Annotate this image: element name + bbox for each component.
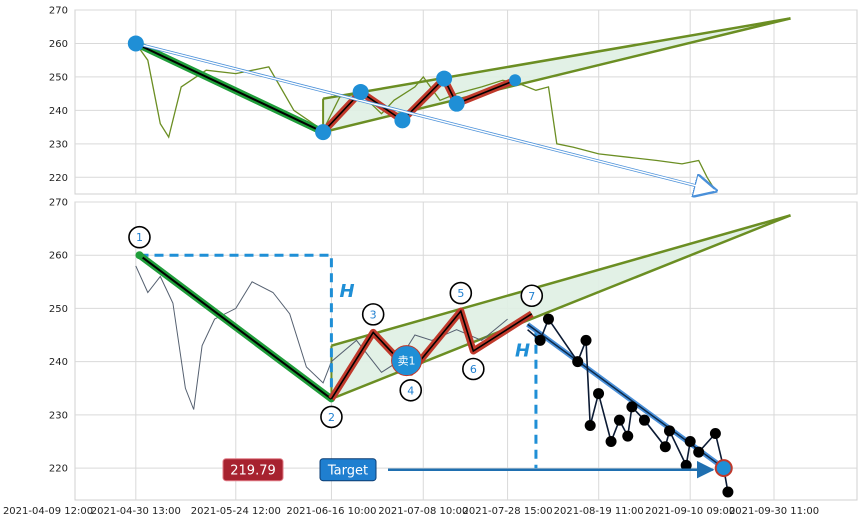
projected-point <box>605 435 617 447</box>
projected-point <box>626 401 638 413</box>
x-tick-label: 2021-08-19 11:00 <box>554 506 644 517</box>
pivot-point <box>436 70 453 87</box>
projected-point <box>593 388 605 400</box>
pivot-label: 7 <box>528 290 535 303</box>
x-tick-label: 2021-09-10 09:00 <box>645 506 735 517</box>
projected-point <box>542 313 554 325</box>
projected-point <box>722 486 734 498</box>
pivot-point <box>394 112 411 129</box>
projected-point <box>638 414 650 426</box>
projected-point <box>572 356 584 368</box>
pivot-label: 5 <box>457 287 464 300</box>
target-label: Target <box>327 464 368 479</box>
pivot-point <box>315 124 332 141</box>
down-leg-core <box>135 42 324 134</box>
pivot-point <box>509 74 522 87</box>
height-label: H <box>339 281 354 302</box>
projected-point <box>613 414 625 426</box>
y-tick-label: 270 <box>49 6 68 17</box>
projected-point <box>684 435 696 447</box>
top-plot-area <box>127 17 791 192</box>
y-tick-label: 220 <box>49 464 68 475</box>
pivot-label: 1 <box>136 231 143 244</box>
trend-arrow <box>135 42 716 192</box>
pivot-label: 2 <box>328 411 335 424</box>
bottom-y-axis: 220 230 240 250 260 270 <box>49 198 68 475</box>
x-tick-label: 2021-07-08 10:00 <box>378 506 468 517</box>
projected-point <box>584 420 596 431</box>
projected-point <box>659 441 671 453</box>
pivot-point <box>448 95 465 112</box>
target-box <box>319 458 377 482</box>
pivot-point <box>352 83 369 100</box>
bottom-plot-area: H H 1 2 3 4 5 6 7 卖1 219.79 Target <box>128 214 791 498</box>
pivot-label-circle <box>520 284 544 308</box>
y-tick-label: 250 <box>49 304 68 315</box>
pivot-label-circle <box>361 303 385 326</box>
x-tick-label: 2021-07-28 15:00 <box>463 506 553 517</box>
price-line <box>135 265 508 410</box>
projected-point <box>693 446 705 458</box>
projected-point <box>663 425 675 437</box>
sell-marker-label: 卖1 <box>398 355 416 368</box>
top-y-axis: 220 230 240 250 260 270 <box>49 6 68 184</box>
y-tick-label: 240 <box>49 357 68 368</box>
pivot-label-circle <box>462 357 485 381</box>
target-end-point <box>714 459 733 478</box>
breakout-height-label: H <box>515 341 530 362</box>
pivot-label-circle <box>128 225 151 249</box>
top-panel: 220 230 240 250 260 270 <box>49 6 858 195</box>
y-tick-label: 250 <box>49 72 68 83</box>
x-tick-label: 2021-04-30 13:00 <box>91 506 181 517</box>
pivot-label-circle <box>449 281 473 305</box>
pivot-label-circle <box>320 405 343 429</box>
bottom-panel: 220 230 240 250 260 270 H H 1 2 3 4 5 6 7 卖1 219.79 Targ… <box>3 198 858 517</box>
channel-upper-line <box>322 17 791 100</box>
y-tick-label: 270 <box>49 198 68 209</box>
sell-marker <box>391 345 423 377</box>
target-value-text: 219.79 <box>230 464 276 479</box>
projected-point <box>622 430 634 442</box>
projected-point <box>580 334 592 346</box>
down-leg-core <box>138 254 332 400</box>
pattern-start-point <box>135 251 144 260</box>
y-tick-label: 230 <box>49 410 68 421</box>
y-tick-label: 260 <box>49 39 68 50</box>
x-tick-label: 2021-09-30 11:00 <box>729 506 819 517</box>
x-tick-label: 2021-04-09 12:00 <box>3 506 93 517</box>
projected-point <box>680 459 692 471</box>
pivot-label: 6 <box>470 363 477 376</box>
projected-point <box>534 334 546 346</box>
target-value-box <box>222 458 284 482</box>
projected-point <box>709 427 721 439</box>
height-marker <box>139 253 333 399</box>
y-tick-label: 230 <box>49 139 68 150</box>
x-tick-label: 2021-06-16 10:00 <box>286 506 376 517</box>
y-tick-label: 260 <box>49 251 68 262</box>
pivot-label-circle <box>399 378 423 402</box>
zigzag-core <box>330 309 533 400</box>
pivot-label: 4 <box>407 384 414 397</box>
y-tick-label: 240 <box>49 106 68 117</box>
y-tick-label: 220 <box>49 173 68 184</box>
channel-upper-line <box>331 214 791 347</box>
pivot-point <box>127 35 144 52</box>
pivot-label: 3 <box>370 308 377 321</box>
x-tick-label: 2021-05-24 12:00 <box>191 506 281 517</box>
